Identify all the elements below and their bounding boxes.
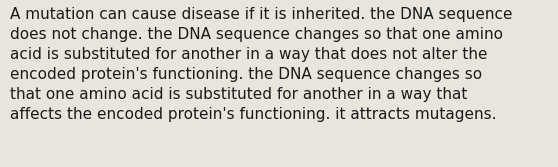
Text: A mutation can cause disease if it is inherited. the DNA sequence
does not chang: A mutation can cause disease if it is in…	[10, 7, 513, 122]
